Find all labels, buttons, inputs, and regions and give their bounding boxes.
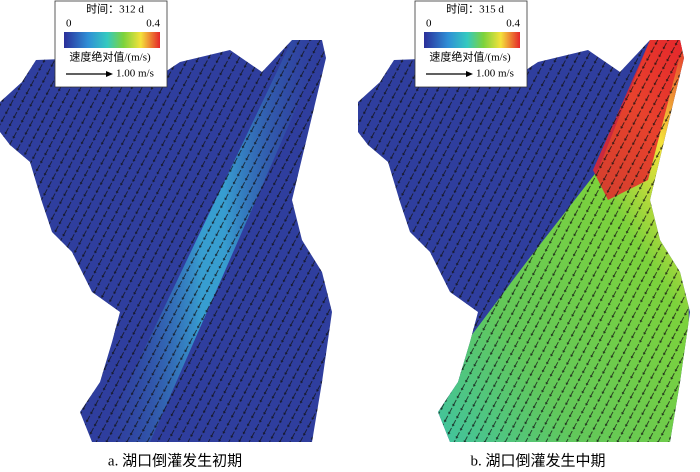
colorbar-max: 0.4	[506, 18, 520, 30]
caption: a. 湖口倒灌发生初期	[108, 452, 242, 469]
colorbar	[64, 32, 160, 48]
colorbar	[424, 32, 520, 48]
time-label: 时间：312 d	[86, 3, 144, 16]
reference-label: 1.00 m/s	[476, 68, 514, 80]
velocity-map	[358, 40, 690, 442]
panel-b: 时间：315 d 0 0.4 速度绝对值/(m/s) 1.00 m/s b. 湖…	[358, 0, 690, 469]
legend-label: 速度绝对值/(m/s)	[69, 50, 151, 64]
time-label: 时间：315 d	[446, 3, 504, 16]
panel-a: 时间：312 d 0 0.4 速度绝对值/(m/s) 1.00 m/s a. 湖…	[0, 0, 332, 469]
velocity-map	[0, 40, 332, 442]
reference-arrow-head	[466, 71, 473, 77]
legend-label: 速度绝对值/(m/s)	[429, 50, 511, 64]
colorbar-min: 0	[426, 18, 432, 30]
reference-arrow-head	[106, 71, 113, 77]
caption: b. 湖口倒灌发生中期	[470, 452, 605, 469]
colorbar-min: 0	[66, 18, 72, 30]
colorbar-max: 0.4	[146, 18, 160, 30]
reference-label: 1.00 m/s	[116, 68, 154, 80]
